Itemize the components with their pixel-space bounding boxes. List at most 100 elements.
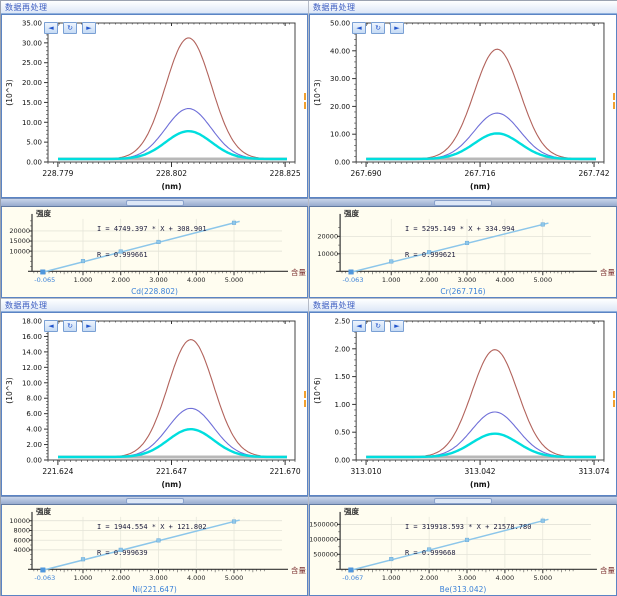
calibration-chart[interactable]: 4000 6000 8000 10000 1.000 2.000 3.000 4.000 5.0…: [2, 505, 307, 595]
spectrum-toolbar: ◄ ↻ ►: [44, 320, 96, 332]
svg-text:4.000: 4.000: [496, 276, 515, 284]
svg-text:1000000: 1000000: [310, 536, 338, 544]
panel-ni: 数据再处理 0.00 2.00 4.00 6.00 8.00 10.00 12.00 14.0…: [1, 299, 308, 596]
spectrum-toolbar: ◄ ↻ ►: [352, 320, 404, 332]
svg-text:267.716: 267.716: [465, 169, 496, 178]
panel-cr: 数据再处理 0.00 10.00 20.00 30.00 40.00 50.00 267.6…: [309, 1, 617, 298]
spectrum-chart[interactable]: 0.00 2.00 4.00 6.00 8.00 10.00 12.00 14.00 16.00…: [2, 313, 307, 495]
svg-text:8.00: 8.00: [26, 395, 42, 403]
svg-text:35.00: 35.00: [22, 20, 42, 28]
svg-text:0.00: 0.00: [335, 158, 351, 167]
svg-text:10000: 10000: [9, 247, 30, 255]
svg-text:0.00: 0.00: [335, 456, 351, 465]
splitter-handle[interactable]: [1, 198, 308, 207]
next-arrow-icon[interactable]: ►: [82, 320, 96, 332]
prev-arrow-icon[interactable]: ◄: [44, 320, 58, 332]
svg-text:5.000: 5.000: [225, 574, 244, 582]
next-arrow-icon[interactable]: ►: [390, 22, 404, 34]
resize-grip[interactable]: [613, 91, 616, 117]
calibration-equation: I = 5295.149 * X + 334.994 R = 0.999621: [405, 208, 515, 276]
spectrum-toolbar: ◄ ↻ ►: [352, 22, 404, 34]
prev-arrow-icon[interactable]: ◄: [352, 22, 366, 34]
resize-grip[interactable]: [304, 389, 307, 415]
prev-arrow-icon[interactable]: ◄: [44, 22, 58, 34]
svg-text:10000: 10000: [317, 250, 338, 258]
prev-arrow-icon[interactable]: ◄: [352, 320, 366, 332]
svg-text:5.00: 5.00: [26, 139, 42, 147]
svg-text:10.00: 10.00: [330, 130, 350, 139]
calibration-chart[interactable]: 10000 20000 1.000 2.000 3.000 4.000 5.000 -0.06…: [310, 207, 616, 297]
svg-text:228.825: 228.825: [270, 169, 301, 178]
y-axis-title: 强度: [344, 209, 359, 218]
window-titlebar[interactable]: 数据再处理: [309, 299, 617, 312]
x-axis-title: 含量: [600, 566, 615, 575]
resize-grip[interactable]: [304, 91, 307, 117]
splitter-handle[interactable]: [1, 496, 308, 505]
refresh-icon[interactable]: ↻: [63, 320, 77, 332]
calibration-equation: I = 1944.554 * X + 121.802 R = 0.999639: [97, 506, 207, 574]
svg-text:1.00: 1.00: [335, 400, 351, 409]
svg-text:313.074: 313.074: [579, 467, 610, 476]
svg-text:500000: 500000: [313, 551, 338, 559]
svg-text:15000: 15000: [9, 237, 30, 245]
svg-text:12.00: 12.00: [22, 364, 42, 372]
svg-text:2.000: 2.000: [420, 276, 439, 284]
splitter-handle[interactable]: [309, 198, 617, 207]
svg-text:25.00: 25.00: [22, 59, 42, 67]
window-titlebar[interactable]: 数据再处理: [1, 299, 308, 312]
spectrum-window: 0.00 10.00 20.00 30.00 40.00 50.00 267.690 267.…: [309, 14, 617, 198]
svg-text:5.000: 5.000: [533, 574, 552, 582]
y-axis-title: 强度: [36, 209, 51, 218]
svg-text:313.042: 313.042: [465, 467, 496, 476]
refresh-icon[interactable]: ↻: [63, 22, 77, 34]
splitter-handle[interactable]: [309, 496, 617, 505]
svg-text:30.00: 30.00: [22, 39, 42, 47]
svg-text:(10^3): (10^3): [5, 377, 14, 404]
window-title: 数据再处理: [313, 2, 356, 12]
spectrum-toolbar: ◄ ↻ ►: [44, 22, 96, 34]
equation-line: I = 1944.554 * X + 121.802: [97, 523, 207, 531]
equation-line: I = 5295.149 * X + 334.994: [405, 225, 515, 233]
splitter-grip[interactable]: [125, 498, 184, 504]
r-value-line: R = 0.999661: [97, 250, 148, 259]
svg-text:-0.063: -0.063: [342, 276, 363, 284]
calibration-equation: I = 4749.397 * X + 308.901 R = 0.999661: [97, 208, 207, 276]
svg-text:2.50: 2.50: [335, 317, 351, 326]
panel-be: 数据再处理 0.00 0.50 1.00 1.50 2.00 2.50 313.010 313…: [309, 299, 617, 596]
splitter-grip[interactable]: [125, 200, 184, 206]
next-arrow-icon[interactable]: ►: [82, 22, 96, 34]
refresh-icon[interactable]: ↻: [371, 22, 385, 34]
spectrum-chart[interactable]: 0.00 10.00 20.00 30.00 40.00 50.00 267.690 267.…: [310, 15, 616, 197]
refresh-icon[interactable]: ↻: [371, 320, 385, 332]
window-titlebar[interactable]: 数据再处理: [309, 1, 617, 14]
r-value-line: R = 0.999621: [405, 250, 456, 259]
window-title: 数据再处理: [5, 300, 48, 310]
spectrum-window: 0.00 5.00 10.00 15.00 20.00 25.00 30.00 35.00 22…: [1, 14, 308, 198]
svg-text:20000: 20000: [9, 227, 30, 235]
splitter-grip[interactable]: [434, 200, 492, 206]
svg-text:2.000: 2.000: [111, 574, 130, 582]
next-arrow-icon[interactable]: ►: [390, 320, 404, 332]
svg-text:0.50: 0.50: [335, 428, 351, 437]
calibration-chart[interactable]: 500000 1000000 1500000 1.000 2.000 3.000 4.000…: [310, 505, 616, 595]
element-label: Cd(228.802): [131, 287, 178, 296]
svg-text:313.010: 313.010: [351, 467, 382, 476]
splitter-grip[interactable]: [434, 498, 492, 504]
svg-text:1.50: 1.50: [335, 372, 351, 381]
window-titlebar[interactable]: 数据再处理: [1, 1, 308, 14]
svg-text:2.000: 2.000: [111, 276, 130, 284]
spectrum-chart[interactable]: 0.00 0.50 1.00 1.50 2.00 2.50 313.010 313.042 31…: [310, 313, 616, 495]
svg-text:228.802: 228.802: [156, 169, 187, 178]
resize-grip[interactable]: [613, 389, 616, 415]
element-label: Ni(221.647): [132, 585, 177, 594]
spectrum-chart[interactable]: 0.00 5.00 10.00 15.00 20.00 25.00 30.00 35.00 22…: [2, 15, 307, 197]
calibration-chart[interactable]: 10000 15000 20000 1.000 2.000 3.000 4.000 5.000…: [2, 207, 307, 297]
svg-text:(10^6): (10^6): [313, 377, 322, 403]
svg-text:(10^3): (10^3): [5, 79, 14, 106]
r-value-line: R = 0.999639: [97, 548, 148, 557]
svg-text:4000: 4000: [13, 546, 30, 554]
svg-text:4.000: 4.000: [187, 276, 206, 284]
svg-text:6.00: 6.00: [26, 410, 42, 418]
equation-line: I = 319918.593 * X + 21578.780: [405, 523, 532, 531]
svg-text:5.000: 5.000: [225, 276, 244, 284]
